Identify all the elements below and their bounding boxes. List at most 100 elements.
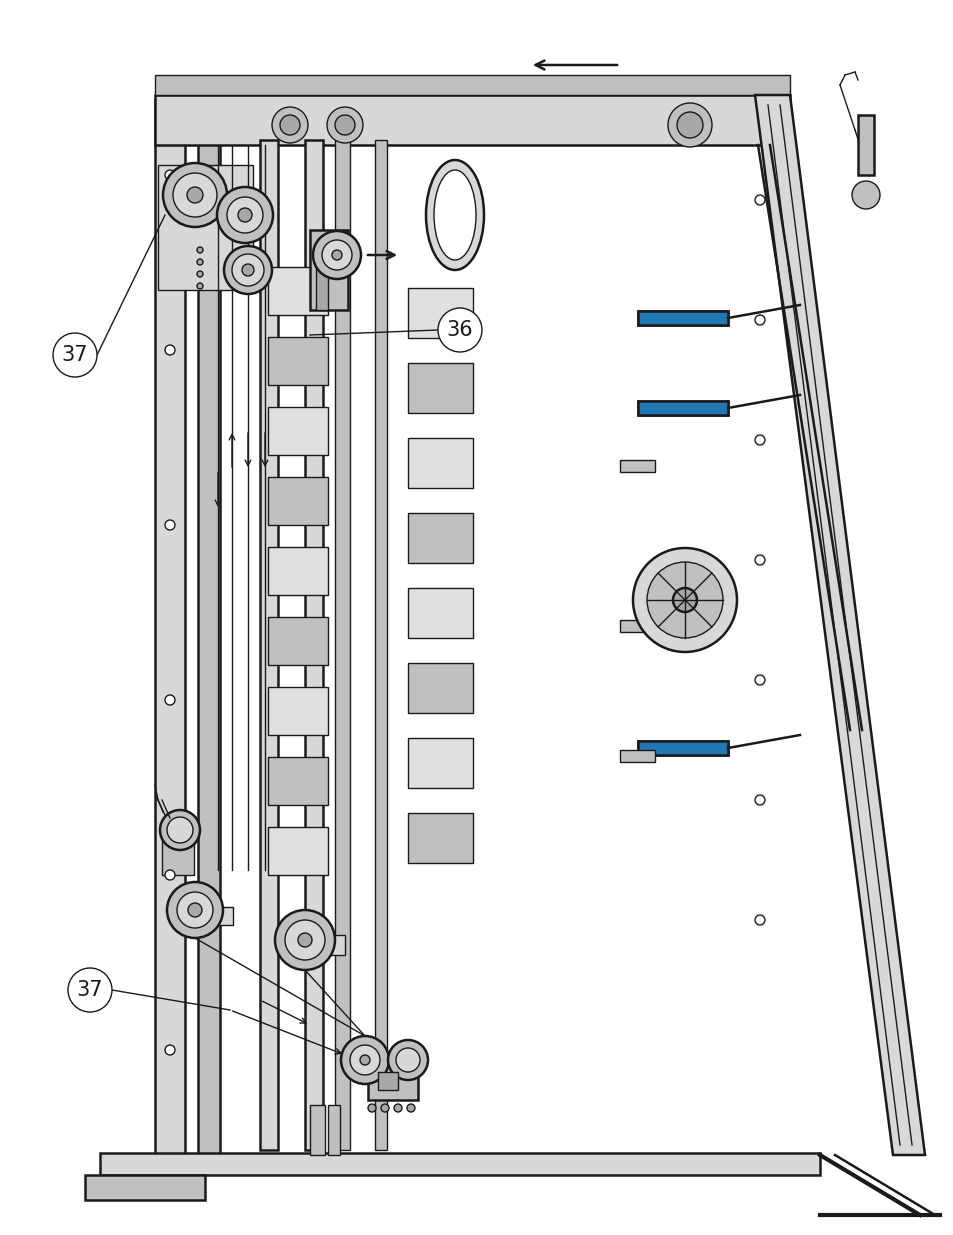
Circle shape (646, 562, 722, 638)
Bar (638, 741, 727, 755)
Circle shape (227, 198, 263, 233)
Circle shape (224, 246, 272, 294)
Circle shape (196, 259, 203, 266)
Circle shape (196, 270, 203, 277)
Circle shape (394, 1104, 401, 1112)
Circle shape (322, 240, 352, 270)
Circle shape (160, 810, 200, 850)
Circle shape (163, 163, 227, 227)
Circle shape (232, 254, 264, 287)
Ellipse shape (434, 170, 476, 261)
Bar (188, 906, 233, 925)
Circle shape (677, 112, 702, 138)
Circle shape (167, 882, 223, 939)
Bar (198, 100, 220, 1155)
Bar (377, 1072, 397, 1091)
Text: 36: 36 (446, 320, 473, 340)
Bar (310, 1105, 325, 1155)
Bar (638, 311, 727, 325)
Circle shape (368, 1104, 375, 1112)
Bar (368, 1065, 417, 1100)
Bar (85, 1174, 205, 1200)
Circle shape (340, 1036, 389, 1084)
Bar (100, 1153, 820, 1174)
Circle shape (242, 264, 253, 275)
Bar (260, 140, 277, 1150)
Circle shape (172, 173, 216, 217)
Bar (268, 337, 328, 385)
Circle shape (395, 1049, 419, 1072)
Bar (268, 827, 328, 876)
Circle shape (350, 1045, 379, 1074)
Text: 37: 37 (62, 345, 89, 366)
Bar (408, 588, 473, 638)
Circle shape (633, 548, 737, 652)
Bar (310, 230, 348, 310)
Circle shape (177, 892, 213, 927)
Circle shape (196, 283, 203, 289)
Bar (375, 140, 387, 1150)
Circle shape (754, 435, 764, 445)
Circle shape (165, 345, 174, 354)
Circle shape (332, 249, 341, 261)
Circle shape (754, 555, 764, 564)
Circle shape (68, 968, 112, 1011)
Circle shape (388, 1040, 428, 1079)
Circle shape (165, 1045, 174, 1055)
Bar (154, 100, 185, 1155)
Circle shape (327, 107, 363, 143)
Bar (268, 267, 328, 315)
Bar (408, 438, 473, 488)
Circle shape (667, 103, 711, 147)
Bar (328, 1105, 339, 1155)
Circle shape (53, 333, 97, 377)
Circle shape (407, 1104, 415, 1112)
Circle shape (272, 107, 308, 143)
Bar (268, 618, 328, 664)
Bar (408, 739, 473, 788)
Circle shape (672, 588, 697, 613)
Circle shape (754, 795, 764, 805)
Bar (857, 115, 873, 175)
Bar (154, 75, 789, 95)
Circle shape (754, 676, 764, 685)
Bar (294, 935, 345, 955)
Circle shape (380, 1104, 389, 1112)
Polygon shape (754, 95, 924, 1155)
Bar (619, 459, 655, 472)
Ellipse shape (426, 161, 483, 270)
Bar (154, 95, 789, 144)
Bar (268, 547, 328, 595)
Bar (268, 757, 328, 805)
Circle shape (437, 308, 481, 352)
Text: 37: 37 (76, 981, 103, 1000)
Bar (158, 165, 253, 290)
Bar (268, 687, 328, 735)
Circle shape (165, 170, 174, 180)
Bar (638, 311, 727, 325)
Bar (638, 401, 727, 415)
Circle shape (274, 910, 335, 969)
Circle shape (851, 182, 879, 209)
Bar (638, 741, 727, 755)
Bar (619, 750, 655, 762)
Circle shape (297, 932, 312, 947)
Bar (335, 140, 350, 1150)
Bar (408, 363, 473, 412)
Circle shape (187, 186, 203, 203)
Circle shape (313, 231, 360, 279)
Circle shape (754, 915, 764, 925)
Circle shape (165, 695, 174, 705)
Circle shape (237, 207, 252, 222)
Circle shape (167, 818, 193, 844)
Bar (162, 835, 193, 876)
Bar (315, 254, 328, 310)
Bar (408, 663, 473, 713)
Circle shape (754, 195, 764, 205)
Bar (268, 477, 328, 525)
Bar (408, 813, 473, 863)
Circle shape (280, 115, 299, 135)
Circle shape (165, 520, 174, 530)
Circle shape (754, 315, 764, 325)
Circle shape (359, 1055, 370, 1065)
